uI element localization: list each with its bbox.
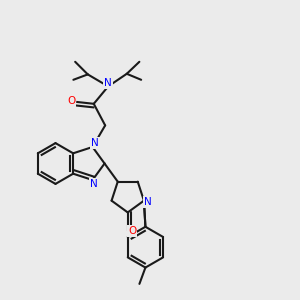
Text: N: N [144,197,152,207]
Text: N: N [91,138,99,148]
Text: O: O [128,226,136,236]
Text: O: O [67,96,75,106]
Text: N: N [104,78,112,88]
Text: N: N [91,179,98,189]
